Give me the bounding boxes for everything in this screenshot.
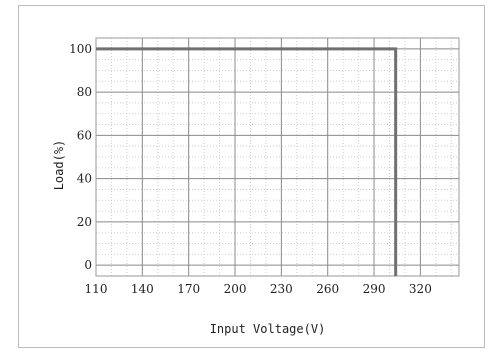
y-tick-label: 100 bbox=[69, 42, 92, 56]
y-tick-label: 80 bbox=[77, 85, 92, 99]
x-tick-label: 110 bbox=[85, 282, 108, 296]
x-tick-labels: 110 140 170 200 230 260 290 320 bbox=[85, 282, 432, 296]
y-tick-label: 40 bbox=[77, 172, 92, 186]
y-tick-labels: 0 20 40 60 80 100 bbox=[69, 42, 92, 272]
y-tick-label: 20 bbox=[77, 215, 92, 229]
x-tick-label: 320 bbox=[409, 282, 432, 296]
y-tick-label: 0 bbox=[84, 258, 92, 272]
minor-grid bbox=[95, 37, 459, 277]
plot-border bbox=[95, 37, 460, 277]
y-tick-label: 60 bbox=[77, 128, 92, 142]
x-tick-label: 260 bbox=[316, 282, 339, 296]
x-tick-label: 230 bbox=[270, 282, 293, 296]
series-layer bbox=[96, 47, 398, 276]
x-tick-label: 140 bbox=[131, 282, 154, 296]
y-axis-title: Load(%) bbox=[52, 140, 66, 191]
x-tick-label: 200 bbox=[224, 282, 247, 296]
series-line-0 bbox=[96, 47, 398, 276]
x-tick-label: 290 bbox=[363, 282, 386, 296]
x-tick-label: 170 bbox=[177, 282, 200, 296]
x-axis-title: Input Voltage(V) bbox=[210, 322, 326, 336]
